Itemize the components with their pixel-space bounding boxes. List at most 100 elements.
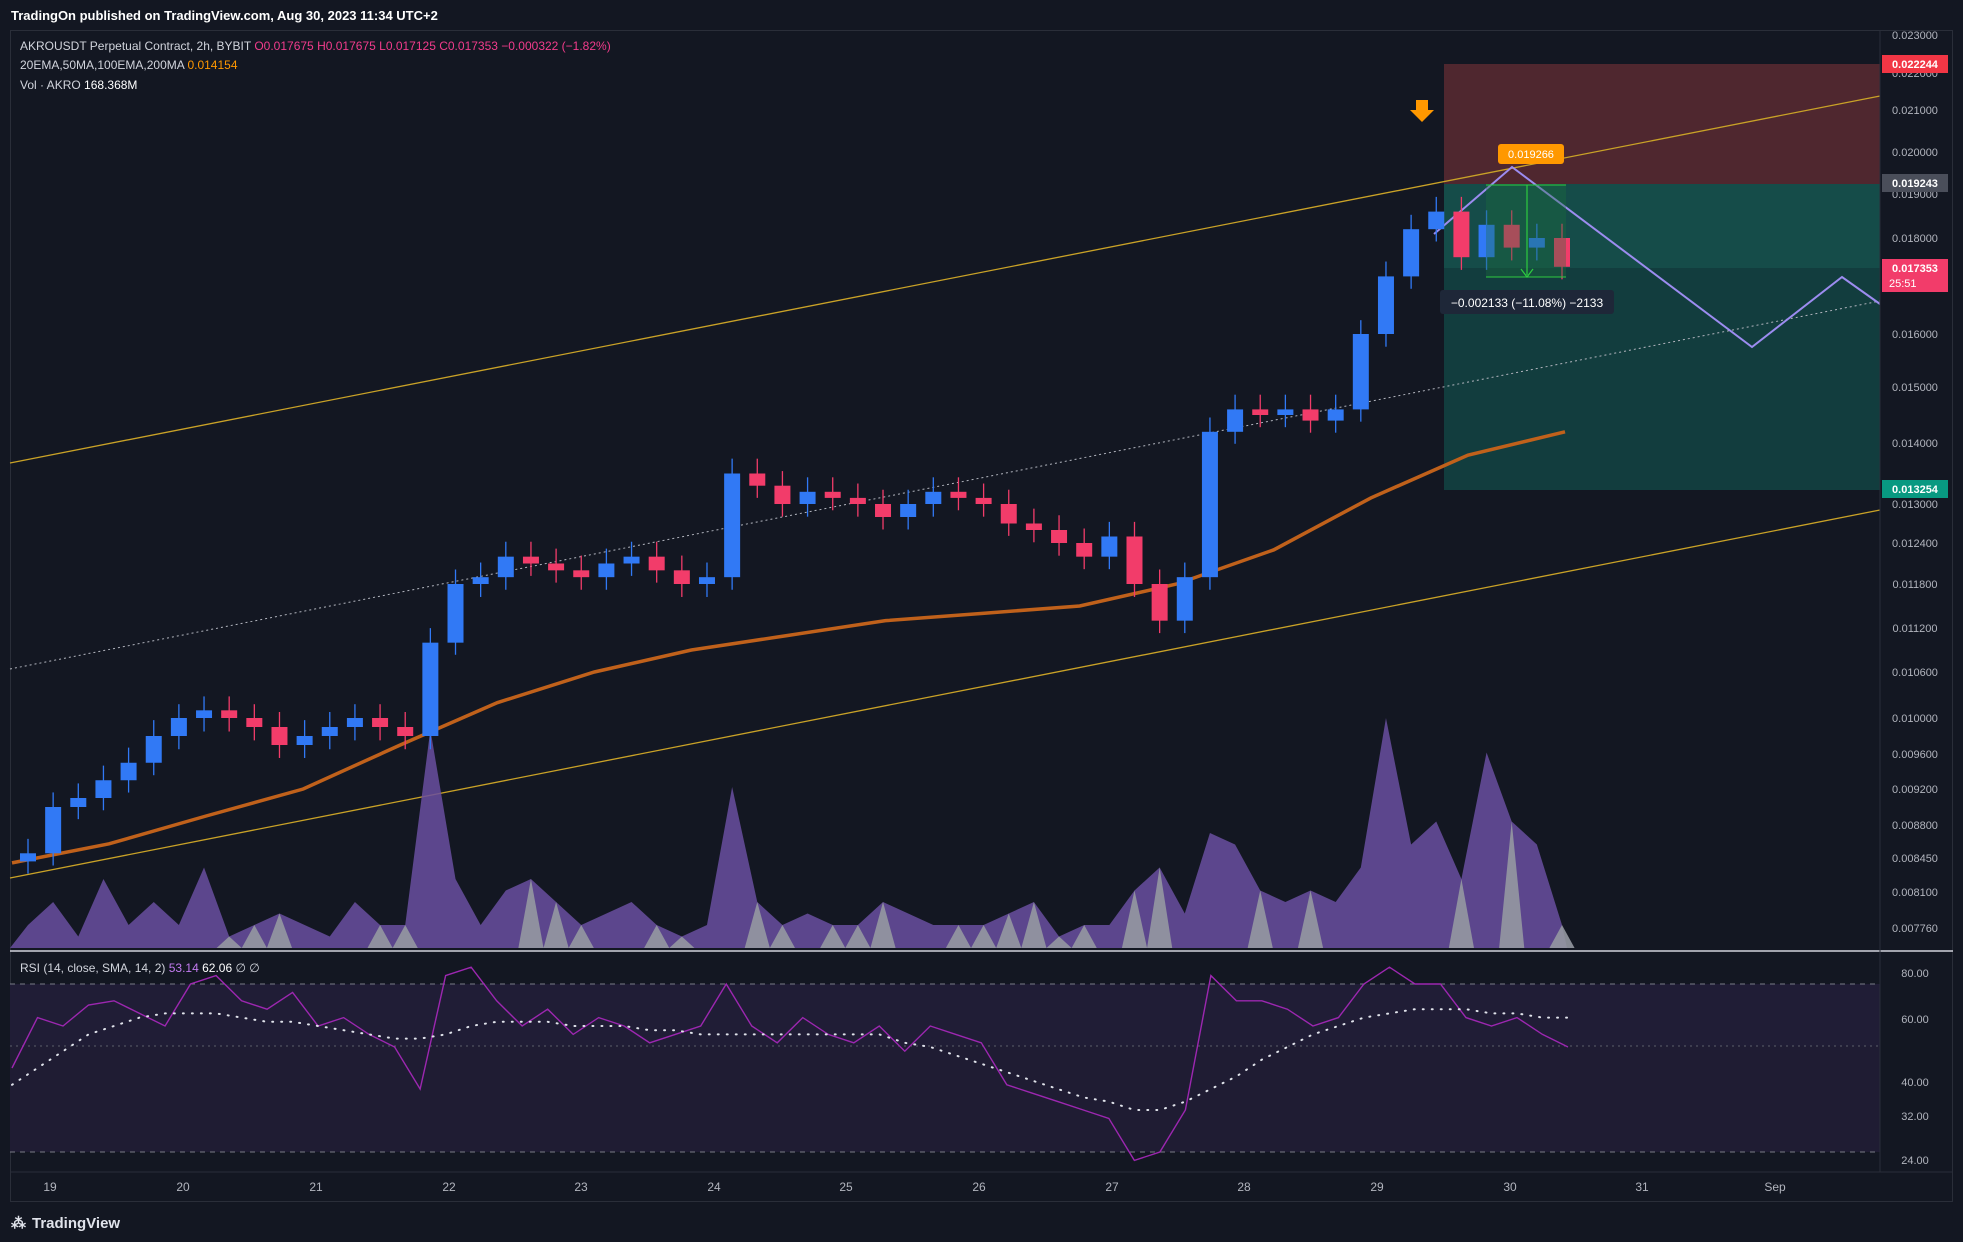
legend-open: O0.017675: [254, 39, 314, 53]
last-price-tag: [1882, 259, 1948, 292]
candles[interactable]: [20, 196, 1570, 874]
candle-body[interactable]: [1076, 543, 1093, 557]
measure-label-box: [1440, 290, 1614, 314]
candle-body[interactable]: [472, 577, 489, 584]
candle-body[interactable]: [422, 642, 439, 736]
candle-body[interactable]: [221, 710, 238, 718]
candle-body[interactable]: [1453, 211, 1470, 258]
candle-body[interactable]: [372, 718, 389, 727]
candle-body[interactable]: [799, 491, 816, 504]
candle-body[interactable]: [1000, 504, 1017, 524]
candle-body[interactable]: [1025, 523, 1042, 531]
candle-body[interactable]: [1201, 431, 1218, 578]
volume-bar-down: [996, 913, 1022, 948]
candle-body[interactable]: [522, 556, 539, 564]
candle-body[interactable]: [321, 727, 338, 736]
candle-body[interactable]: [925, 491, 942, 504]
candle-body[interactable]: [875, 504, 892, 517]
rsi-legend-row[interactable]: RSI (14, close, SMA, 14, 2) 53.14 62.06 …: [20, 961, 260, 975]
projection-path[interactable]: [1433, 165, 1881, 349]
candle-body[interactable]: [1352, 334, 1369, 410]
candle-body[interactable]: [1252, 409, 1269, 415]
candle-body[interactable]: [497, 556, 514, 578]
volume-bar-down: [1247, 890, 1273, 948]
volume-bar-down: [367, 925, 393, 948]
channel-upper-line[interactable]: [9, 95, 1881, 464]
candle-body[interactable]: [849, 497, 866, 504]
volume-bar-down: [669, 936, 695, 948]
rsi-axis[interactable]: 80.00 60.00 40.00 32.00 24.00: [1901, 968, 1929, 1167]
candle-body[interactable]: [698, 577, 715, 584]
candle-body[interactable]: [1403, 229, 1420, 277]
candle-body[interactable]: [724, 473, 741, 578]
channel-lower-line[interactable]: [9, 509, 1881, 879]
candle-body[interactable]: [1327, 409, 1344, 421]
legend-ma-row[interactable]: 20EMA,50MA,100EMA,200MA 0.014154: [20, 58, 238, 72]
price-axis[interactable]: 0.0230000.0220000.0210000.0200000.019000…: [1892, 30, 1938, 935]
candle-body[interactable]: [950, 491, 967, 498]
candle-body[interactable]: [548, 563, 565, 571]
volume-bar-down: [1046, 936, 1072, 948]
price-axis-label: 0.021000: [1892, 105, 1938, 117]
volume-bar-down: [1121, 890, 1148, 948]
candle-body[interactable]: [145, 736, 162, 763]
volume-bar-down: [945, 925, 972, 948]
candle-body[interactable]: [296, 736, 313, 745]
candle-body[interactable]: [1554, 238, 1570, 267]
candle-body[interactable]: [1176, 577, 1193, 621]
candle-body[interactable]: [1227, 409, 1244, 432]
candle-body[interactable]: [20, 853, 36, 862]
candle-body[interactable]: [1051, 530, 1068, 543]
candle-body[interactable]: [598, 563, 615, 578]
candle-body[interactable]: [1151, 584, 1168, 621]
candle-body[interactable]: [271, 727, 288, 745]
time-axis[interactable]: 19 20 21 22 23 24 25 26 27 28 29 30 31 Sep: [43, 1180, 1786, 1194]
countdown-text: 25:51: [1889, 278, 1917, 290]
legend-close: C0.017353: [439, 39, 498, 53]
candle-body[interactable]: [749, 473, 766, 486]
candle-body[interactable]: [900, 504, 917, 517]
candle-body[interactable]: [1528, 238, 1545, 248]
time-axis-label: 20: [176, 1180, 190, 1194]
candle-body[interactable]: [120, 762, 137, 781]
candle-body[interactable]: [623, 556, 640, 564]
candle-body[interactable]: [573, 570, 590, 578]
candle-body[interactable]: [1478, 224, 1495, 258]
volume-bar-down: [1297, 890, 1324, 948]
candle-body[interactable]: [170, 718, 187, 736]
price-axis-label: 0.013000: [1892, 499, 1938, 511]
tradingview-logo[interactable]: ⁂ TradingView: [11, 1214, 120, 1232]
candle-body[interactable]: [673, 570, 690, 584]
candle-body[interactable]: [1428, 211, 1445, 230]
candle-body[interactable]: [1503, 224, 1520, 248]
candle-body[interactable]: [346, 718, 363, 727]
candle-body[interactable]: [397, 727, 414, 736]
time-axis-label: 24: [707, 1180, 721, 1194]
candle-body[interactable]: [95, 780, 112, 798]
legend-vol-row[interactable]: Vol · AKRO 168.368M: [20, 78, 137, 92]
legend-high: H0.017675: [317, 39, 376, 53]
candle-body[interactable]: [70, 798, 87, 807]
price-axis-label: 0.008800: [1892, 820, 1938, 832]
candle-body[interactable]: [1101, 536, 1118, 557]
candle-body[interactable]: [246, 718, 263, 727]
ma-200-line: [11, 430, 1566, 865]
candle-body[interactable]: [774, 485, 791, 504]
candle-body[interactable]: [975, 497, 992, 504]
legend-change: −0.000322 (−1.82%): [501, 39, 611, 53]
candle-body[interactable]: [1377, 276, 1394, 334]
price-axis-label: 0.008100: [1892, 887, 1938, 899]
candle-body[interactable]: [648, 556, 665, 571]
candle-body[interactable]: [45, 807, 62, 854]
candle-body[interactable]: [1302, 409, 1319, 421]
candle-body[interactable]: [1126, 536, 1143, 585]
volume-bar-down: [1549, 925, 1575, 948]
candle-body[interactable]: [196, 710, 213, 718]
volume-bar-down: [845, 925, 871, 948]
candle-body[interactable]: [1277, 409, 1294, 415]
legend-low: L0.017125: [379, 39, 436, 53]
candle-body[interactable]: [824, 491, 841, 498]
candle-body[interactable]: [447, 584, 464, 643]
entry-price-text: 0.019243: [1892, 178, 1938, 190]
